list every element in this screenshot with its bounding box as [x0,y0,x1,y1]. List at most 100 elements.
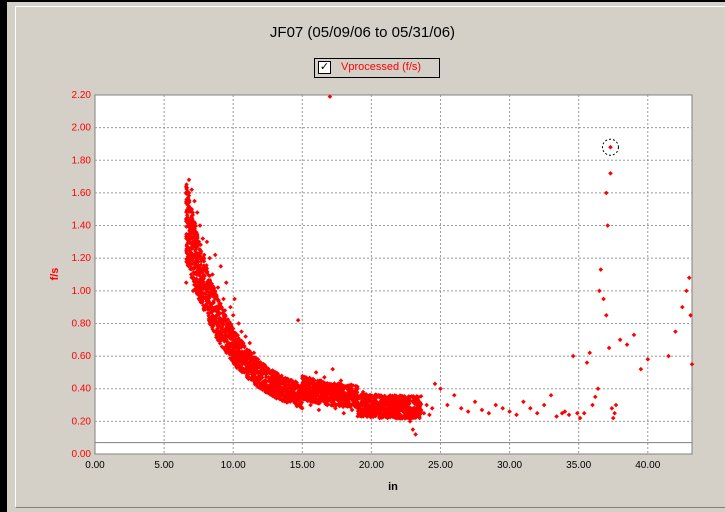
data-point [631,332,637,338]
y-tick-label: 1.00 [72,286,92,297]
data-point [272,391,278,396]
data-point [590,402,595,408]
data-point [215,285,221,290]
data-point [333,392,338,398]
data-point [316,401,321,406]
data-point [218,264,224,269]
data-point [493,402,499,408]
data-point [183,280,189,285]
data-point [207,255,213,261]
data-point [541,402,547,408]
data-point [338,389,344,395]
data-point [407,419,413,424]
data-point [189,274,195,280]
data-point [370,394,376,400]
data-point [185,233,191,238]
data-point [261,379,266,384]
data-point [362,409,368,415]
data-point [235,346,241,351]
data-point [200,303,206,308]
data-point [192,271,197,277]
data-point [187,236,192,241]
legend[interactable]: ✓ Vprocessed (f/s) [314,58,440,78]
data-point [186,209,192,214]
data-point [191,270,196,275]
data-point [225,349,231,354]
data-point [194,230,199,235]
data-point [375,394,381,400]
data-point [410,427,416,432]
y-tick-label: 1.20 [72,253,92,264]
data-point [238,365,243,370]
data-point [432,381,438,387]
data-point [354,404,360,409]
data-point [405,415,411,421]
data-point [186,207,192,212]
data-point [199,259,204,264]
y-tick-label: 1.60 [72,188,92,199]
data-point [212,285,217,291]
data-point [269,368,274,374]
data-point [341,410,347,416]
legend-checkbox[interactable]: ✓ [318,61,331,74]
data-point [209,310,214,315]
data-point [458,406,464,411]
data-point [375,402,381,408]
data-point [224,324,229,330]
data-point [413,432,418,437]
data-point [465,409,471,414]
data-point [362,393,367,398]
data-point [266,378,272,383]
data-point [200,286,205,292]
data-point [202,304,208,309]
data-point [186,260,191,265]
data-point [198,262,204,268]
data-point [241,361,247,366]
data-point [608,144,613,150]
data-point [406,401,411,407]
data-point [402,416,408,421]
data-point [673,329,678,334]
data-point [313,385,318,390]
data-point [244,368,249,373]
data-point [286,378,291,383]
data-point [256,373,261,379]
data-point [270,372,276,377]
data-point [562,409,568,414]
data-point [592,394,598,400]
data-point [246,370,251,375]
data-point [223,335,228,341]
data-point [227,348,232,353]
data-point [236,336,241,341]
data-point [686,275,692,281]
data-point [299,386,304,392]
data-point [279,373,284,378]
data-point [200,299,205,305]
data-point [214,313,219,318]
data-point [251,350,257,356]
data-point [689,361,695,367]
data-point [367,403,372,408]
data-point [222,327,227,333]
data-point [323,387,328,393]
data-point [395,402,400,407]
data-point [194,245,199,250]
data-point [199,293,204,298]
data-point [227,345,232,351]
data-point [581,410,587,416]
data-point [190,212,196,218]
data-point [393,393,399,399]
data-point [275,371,281,377]
data-point [201,274,206,279]
data-point [246,362,251,368]
data-point [405,395,411,400]
data-point [186,177,192,183]
data-point [249,375,254,380]
data-point [231,346,236,351]
data-point [228,333,233,339]
data-point [193,286,198,292]
data-point [260,386,265,391]
data-point [330,366,335,372]
data-point [230,312,236,318]
data-point [514,412,519,418]
